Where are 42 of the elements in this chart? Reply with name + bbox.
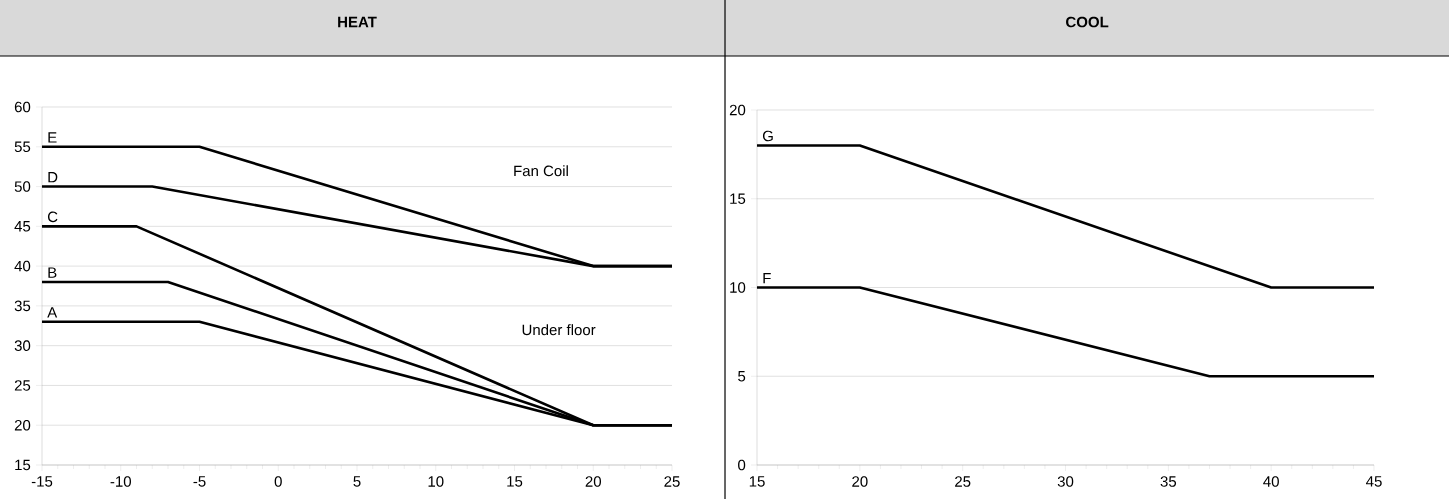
- x-tick-label: 30: [1057, 476, 1074, 487]
- y-tick-label: 20: [729, 104, 746, 116]
- x-tick-label: 10: [428, 476, 444, 487]
- y-tick-label: 0: [738, 459, 746, 471]
- x-tick-label: 15: [507, 476, 523, 487]
- x-tick-label: 45: [1366, 476, 1382, 487]
- x-tick-label: 20: [852, 476, 868, 487]
- y-tick-label: 35: [14, 300, 31, 312]
- x-tick-label: -10: [110, 476, 131, 487]
- y-tick-label: 10: [730, 282, 746, 293]
- series-label: F: [763, 272, 771, 284]
- x-tick-label: 40: [1263, 476, 1279, 487]
- series-label: A: [47, 307, 58, 318]
- x-tick-label: 25: [664, 476, 680, 487]
- series-label: D: [48, 172, 58, 183]
- annotation: Under floor: [522, 324, 596, 336]
- y-tick-label: 50: [14, 181, 31, 192]
- y-tick-label: 15: [15, 459, 31, 471]
- y-tick-label: 25: [14, 380, 31, 391]
- y-tick-label: 60: [14, 101, 31, 113]
- x-tick-label: 0: [274, 476, 282, 487]
- x-tick-label: 25: [955, 476, 971, 487]
- y-tick-label: 15: [730, 193, 746, 204]
- y-tick-label: 40: [14, 260, 31, 272]
- x-tick-label: 20: [585, 476, 601, 487]
- y-tick-label: 45: [14, 221, 31, 232]
- x-tick-label: 35: [1160, 476, 1177, 487]
- x-tick-label: 15: [749, 476, 765, 487]
- chart-title: COOL: [1066, 16, 1109, 28]
- series-label: E: [48, 132, 57, 143]
- series-label: B: [48, 267, 57, 278]
- chart-title: HEAT: [338, 16, 377, 28]
- x-tick-label: -15: [31, 476, 53, 487]
- series-label: G: [762, 130, 773, 142]
- y-tick-label: 20: [14, 419, 31, 431]
- y-tick-label: 30: [14, 340, 31, 351]
- y-tick-label: 55: [14, 141, 31, 152]
- x-tick-label: -5: [193, 476, 206, 487]
- y-tick-label: 5: [738, 371, 746, 382]
- x-tick-label: 5: [353, 476, 361, 487]
- annotation: Fan Coil: [514, 165, 568, 177]
- series-label: C: [47, 211, 58, 223]
